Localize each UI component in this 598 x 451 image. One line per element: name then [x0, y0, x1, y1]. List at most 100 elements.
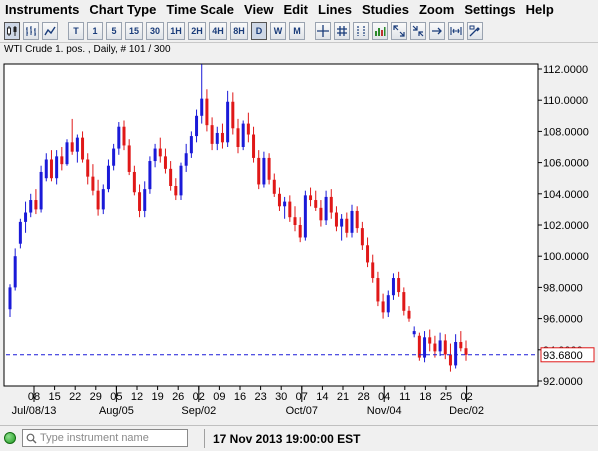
candle	[195, 109, 199, 143]
candle-body	[49, 159, 53, 179]
candle-body	[334, 212, 338, 227]
candle-body	[143, 189, 147, 211]
x-tick-label: 21	[337, 391, 349, 403]
candle	[303, 190, 307, 241]
y-tick-label: 96.0000	[543, 314, 583, 326]
menu-studies[interactable]: Studies	[361, 1, 409, 17]
candle-body	[122, 126, 126, 146]
timeframe-30-button[interactable]: 30	[146, 21, 164, 40]
x-tick-label: 12	[131, 391, 143, 403]
candle	[428, 329, 432, 352]
candle	[391, 273, 395, 300]
scroll-right-icon[interactable]	[429, 21, 445, 40]
timeframe-15-button[interactable]: 15	[125, 21, 143, 40]
candle-body	[200, 98, 204, 116]
candle	[29, 193, 33, 218]
crosshair-icon[interactable]	[315, 21, 331, 40]
timeframe-5-button[interactable]: 5	[106, 21, 122, 40]
price-chart[interactable]: 92.000094.000096.000098.0000100.0000102.…	[0, 55, 598, 425]
chart-settings-icon[interactable]	[467, 21, 483, 40]
menu-edit[interactable]: Edit	[283, 1, 308, 17]
candle	[158, 137, 162, 163]
chart-title: WTI Crude 1. pos. , Daily, # 101 / 300	[4, 44, 171, 55]
bar-chart-icon[interactable]	[23, 21, 39, 40]
candle-body	[96, 190, 100, 210]
menu-view[interactable]: View	[244, 1, 274, 17]
timeframe-1-button[interactable]: 1	[87, 21, 103, 40]
instrument-search-input[interactable]	[40, 430, 184, 445]
month-label: Dec/02	[449, 405, 484, 417]
candle-body	[298, 225, 302, 238]
candle-body	[60, 156, 64, 165]
timeframe-2h-button[interactable]: 2H	[188, 21, 206, 40]
search-icon	[26, 433, 37, 444]
candle	[443, 334, 447, 360]
candle	[360, 221, 364, 250]
timeframe-d-button[interactable]: D	[251, 21, 267, 40]
candle	[402, 287, 406, 316]
candle	[226, 90, 230, 147]
menu-time-scale[interactable]: Time Scale	[166, 1, 235, 17]
x-tick-label: 29	[90, 391, 102, 403]
menu-settings[interactable]: Settings	[464, 1, 516, 17]
candle	[272, 173, 276, 197]
candle-body	[371, 262, 375, 279]
x-tick-label: 25	[440, 391, 452, 403]
y-tick-label: 100.0000	[543, 251, 589, 263]
candle	[267, 153, 271, 185]
candle	[60, 147, 64, 171]
candle-body	[464, 348, 468, 355]
candle	[423, 331, 427, 363]
menu-lines[interactable]: Lines	[318, 1, 352, 17]
candle	[448, 343, 452, 372]
candle	[117, 122, 121, 155]
timeframe-1h-button[interactable]: 1H	[167, 21, 185, 40]
candle-body	[195, 115, 199, 137]
timeframe-m-button[interactable]: M	[289, 21, 305, 40]
candle-body	[34, 200, 38, 210]
candle-body	[210, 125, 214, 144]
candle	[127, 139, 131, 176]
candle	[433, 335, 437, 358]
timeframe-8h-button[interactable]: 8H	[230, 21, 248, 40]
candle	[345, 212, 349, 238]
candle-body	[262, 157, 266, 185]
candle	[200, 64, 204, 124]
candle	[376, 271, 380, 307]
current-price-box	[540, 347, 595, 363]
zoom-out-icon[interactable]	[410, 21, 426, 40]
candle	[371, 254, 375, 283]
timeframe-t-button[interactable]: T	[68, 21, 84, 40]
candle	[18, 218, 22, 249]
zoom-in-icon[interactable]	[391, 21, 407, 40]
candle	[138, 184, 142, 218]
candle-body	[329, 196, 333, 213]
candle-body	[44, 159, 48, 179]
candle	[241, 120, 245, 151]
menu-instruments[interactable]: Instruments	[5, 1, 80, 17]
candle-body	[433, 343, 437, 352]
candle-body	[184, 153, 188, 166]
timeframe-4h-button[interactable]: 4H	[209, 21, 227, 40]
menu-zoom[interactable]: Zoom	[418, 1, 455, 17]
grid-icon[interactable]	[334, 21, 350, 40]
candle-body	[314, 200, 318, 208]
status-datetime: 17 Nov 2013 19:00:00 EST	[213, 432, 361, 446]
fit-chart-icon[interactable]	[448, 21, 464, 40]
candle	[184, 143, 188, 172]
candle	[262, 151, 266, 188]
y-tick-label: 92.0000	[543, 376, 583, 388]
candlestick-chart-icon[interactable]	[4, 21, 20, 40]
menu-help[interactable]: Help	[525, 1, 554, 17]
candle-body	[127, 145, 131, 172]
line-chart-icon[interactable]	[42, 21, 58, 40]
candle-body	[376, 278, 380, 302]
candle	[91, 164, 95, 196]
menu-chart-type[interactable]: Chart Type	[89, 1, 157, 17]
volume-bars-icon[interactable]	[372, 21, 388, 40]
x-tick-label: 14	[316, 391, 328, 403]
timeframe-w-button[interactable]: W	[270, 21, 286, 40]
candle-body	[220, 132, 224, 143]
period-separator-icon[interactable]	[353, 21, 369, 40]
plot-area[interactable]	[3, 63, 539, 387]
